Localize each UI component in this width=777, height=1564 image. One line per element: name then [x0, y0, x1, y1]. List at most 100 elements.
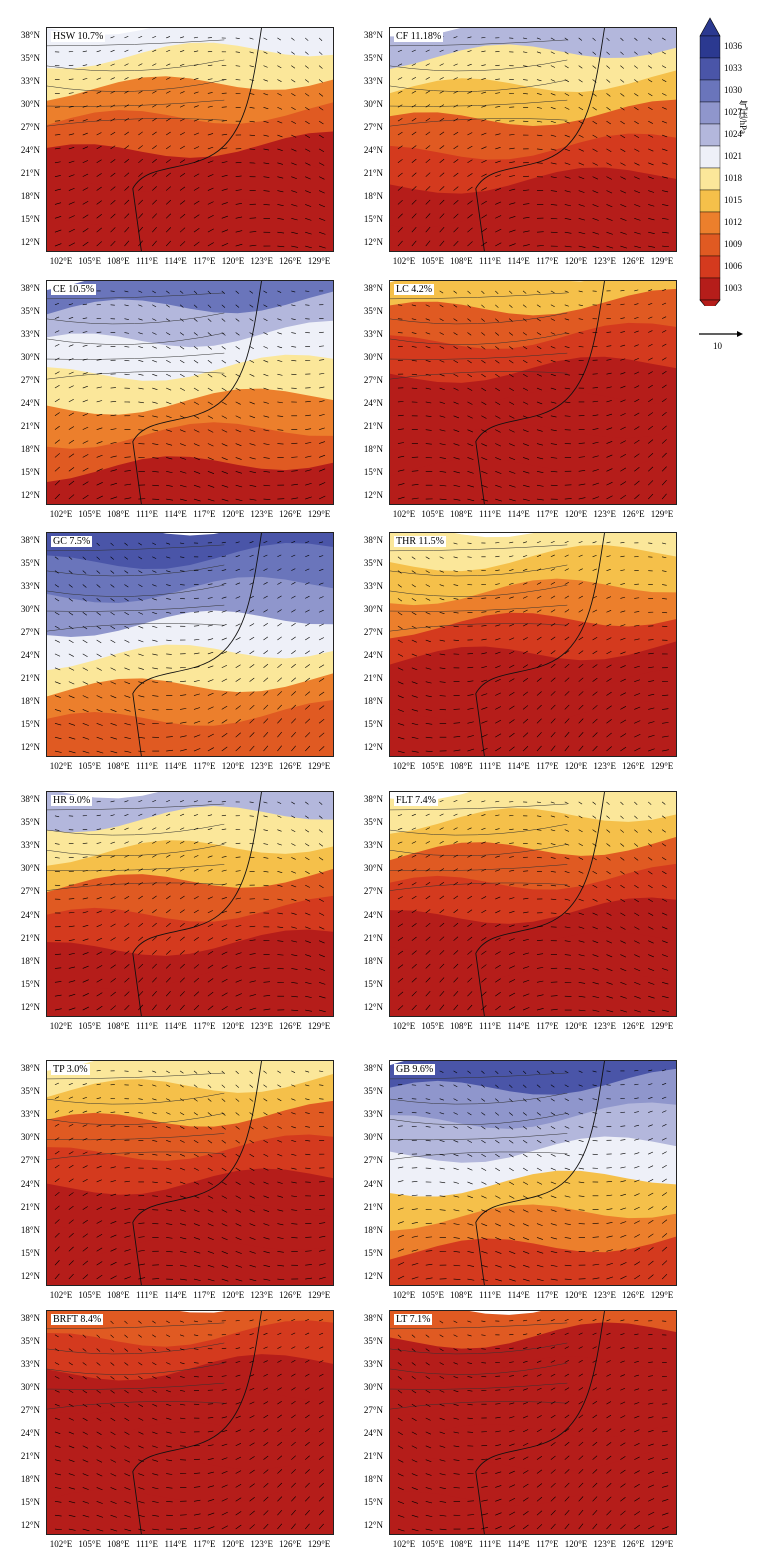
- wind-vector: [291, 162, 297, 166]
- wind-vector: [277, 190, 284, 193]
- reference-wind-vector-icon: [699, 331, 743, 337]
- wind-vector: [318, 829, 323, 833]
- wind-vector: [82, 897, 89, 900]
- wind-vector: [648, 425, 654, 430]
- wind-vector: [291, 982, 298, 984]
- wind-vector: [634, 693, 641, 696]
- wind-vector: [648, 384, 653, 389]
- wind-vector: [620, 344, 626, 347]
- wind-vector: [68, 1362, 73, 1366]
- wind-vector: [304, 1496, 310, 1502]
- province-border: [47, 1382, 225, 1390]
- wind-vector: [277, 1209, 284, 1212]
- wind-vector: [96, 556, 101, 560]
- wind-vector: [634, 884, 639, 889]
- wind-vector: [467, 1084, 472, 1088]
- wind-vector: [522, 541, 528, 544]
- latitude-tick-label: 15°N: [20, 1247, 40, 1258]
- wind-vector: [453, 922, 459, 928]
- wind-vector: [453, 909, 459, 914]
- wind-vector: [263, 37, 268, 41]
- wind-vector: [578, 1428, 584, 1433]
- wind-vector: [249, 484, 257, 487]
- wind-vector: [138, 556, 143, 560]
- wind-vector: [263, 401, 269, 404]
- wind-vector: [425, 1348, 430, 1352]
- wind-vector: [124, 1362, 129, 1366]
- wind-vector: [550, 1469, 556, 1474]
- wind-vector: [235, 1415, 241, 1419]
- wind-vector: [411, 923, 417, 928]
- wind-vector: [277, 815, 282, 818]
- wind-vector: [425, 172, 431, 177]
- wind-vector: [620, 1152, 626, 1155]
- wind-vector: [82, 1192, 88, 1197]
- wind-vector: [207, 1237, 214, 1241]
- wind-vector: [179, 50, 185, 53]
- wind-vector: [138, 1320, 142, 1324]
- province-border: [47, 1322, 225, 1330]
- wind-vector: [138, 1084, 143, 1086]
- wind-vector: [648, 1389, 654, 1391]
- province-border: [390, 1322, 568, 1330]
- wind-vector: [138, 1403, 144, 1407]
- wind-vector: [179, 241, 186, 247]
- wind-vector: [179, 1084, 184, 1088]
- map-panel: 38°N 35°N 33°N 30°N 27°N 24°N 21°N 18°N 15°N 12°N…: [343, 27, 677, 274]
- wind-vector: [523, 37, 528, 40]
- wind-vector: [578, 609, 584, 613]
- latitude-tick-label: 38°N: [363, 794, 383, 804]
- wind-vector: [207, 882, 213, 886]
- wind-vector: [522, 718, 529, 724]
- latitude-tick-label: 27°N: [20, 375, 40, 385]
- wind-vector: [453, 457, 460, 460]
- latitude-tick-label: 35°N: [363, 1086, 383, 1097]
- wind-vector: [648, 1192, 654, 1197]
- wind-vector: [68, 344, 74, 347]
- wind-vector: [509, 951, 515, 955]
- wind-vector: [620, 37, 624, 41]
- wind-vector: [277, 387, 283, 390]
- wind-vector: [82, 570, 87, 574]
- wind-vector: [305, 469, 312, 472]
- wind-vector: [397, 90, 403, 94]
- wind-vector: [439, 63, 444, 66]
- wind-vector: [634, 162, 640, 166]
- wind-vector: [180, 1445, 186, 1447]
- wind-vector: [291, 107, 296, 111]
- wind-vector: [318, 93, 324, 97]
- wind-vector: [152, 1084, 157, 1087]
- wind-vector: [152, 186, 157, 191]
- wind-vector: [453, 1209, 460, 1212]
- wind-vector: [277, 1414, 282, 1419]
- longitude-tick-label: 102°E: [392, 509, 416, 519]
- wind-vector: [536, 815, 542, 817]
- longitude-tick-label: 129°E: [650, 256, 674, 266]
- wind-vector: [509, 992, 516, 997]
- wind-vector: [661, 1151, 667, 1155]
- wind-vector: [291, 1332, 296, 1336]
- wind-vector: [277, 954, 284, 956]
- wind-vector: [82, 653, 88, 657]
- latitude-tick-label: 24°N: [20, 909, 40, 920]
- wind-vector: [536, 1264, 544, 1268]
- wind-vector: [606, 746, 612, 752]
- wind-vector: [249, 609, 255, 613]
- wind-vector: [564, 843, 570, 846]
- wind-vector: [207, 187, 214, 191]
- longitude-tick-label: 102°E: [49, 1290, 73, 1300]
- wind-vector: [509, 457, 516, 461]
- wind-vector: [207, 373, 213, 378]
- wind-vector: [318, 691, 325, 696]
- wind-vector: [138, 963, 144, 969]
- wind-vector: [304, 1455, 310, 1460]
- wind-vector: [578, 318, 584, 320]
- wind-vector: [152, 1126, 158, 1128]
- wind-vector: [54, 493, 60, 500]
- wind-vector: [304, 718, 311, 724]
- wind-vector: [467, 556, 472, 558]
- wind-vector: [439, 977, 445, 983]
- wind-vector: [411, 827, 417, 830]
- longitude-axis: 102°E 105°E 108°E 111°E 114°E 117°E 120°E 123°E…: [389, 761, 677, 773]
- wind-vector: [453, 570, 458, 573]
